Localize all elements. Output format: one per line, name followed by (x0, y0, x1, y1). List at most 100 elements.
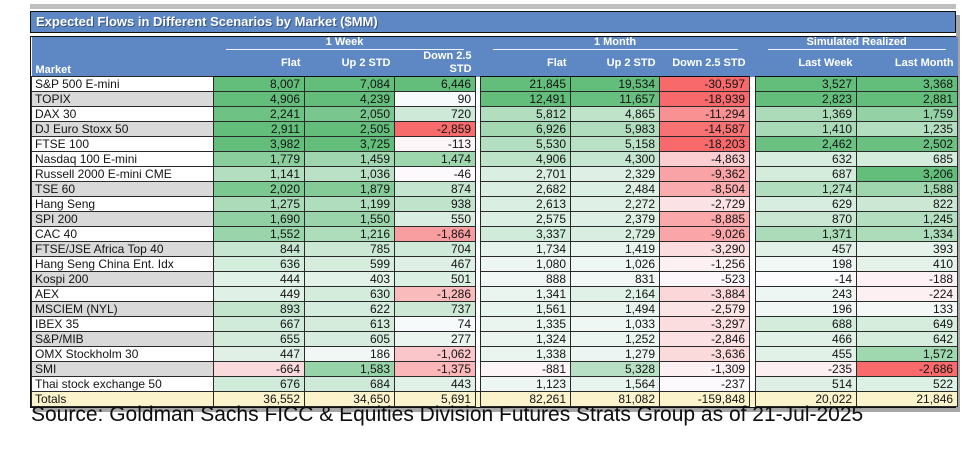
value-cell: -18,939 (659, 91, 751, 107)
table-row: SPI 200 1,690 1,550 550 2,575 2,379 -8,885 870 1… (31, 211, 959, 227)
table-wrapper: Market 1 Week 1 Month Simulated Realized Fla… (30, 36, 959, 408)
market-cell: CAC 40 (31, 226, 214, 242)
source-note: Source: Goldman Sachs FICC & Equities Di… (31, 403, 864, 426)
market-cell: Nasdaq 100 E-mini (31, 151, 214, 167)
table-row: Nasdaq 100 E-mini 1,779 1,459 1,474 4,906 4,3… (31, 151, 959, 167)
value-cell: -3,297 (659, 316, 751, 332)
value-cell: -30,597 (659, 76, 751, 92)
value-cell: -1,375 (393, 361, 477, 377)
value-cell: -237 (659, 376, 751, 392)
value-cell: 5,328 (570, 361, 661, 377)
market-cell: Hang Seng China Ent. Idx (31, 256, 214, 272)
value-cell: -9,362 (659, 166, 751, 182)
group-gap (475, 37, 481, 77)
value-cell: 1,779 (213, 151, 305, 167)
value-cell: 6,926 (480, 121, 572, 137)
value-cell: 2,881 (856, 91, 959, 107)
value-cell: -14 (755, 271, 858, 287)
value-cell: 2,823 (755, 91, 858, 107)
totals-label: Totals (31, 391, 214, 407)
value-cell: 1,371 (755, 226, 858, 242)
value-cell: 501 (393, 271, 477, 287)
value-cell: -1,309 (659, 361, 751, 377)
value-cell: 1,279 (570, 346, 661, 362)
table-row: Hang Seng 1,275 1,199 938 2,613 2,272 -2,729 62… (31, 196, 959, 212)
totals-value-cell: -159,848 (659, 391, 751, 407)
value-cell: 1,552 (213, 226, 305, 242)
value-cell: -3,884 (659, 286, 751, 302)
value-cell: 4,906 (213, 91, 305, 107)
value-cell: 655 (213, 331, 305, 347)
value-cell: 1,494 (570, 301, 661, 317)
value-cell: 8,007 (213, 76, 305, 92)
market-cell: SMI (31, 361, 214, 377)
value-cell: 443 (393, 376, 477, 392)
column-header-up-2-std: Up 2 STD (570, 50, 660, 77)
market-cell: FTSE/JSE Africa Top 40 (31, 241, 214, 257)
value-cell: -14,587 (659, 121, 751, 137)
value-cell: 720 (393, 106, 477, 122)
value-cell: 1,474 (393, 151, 477, 167)
value-cell: 5,530 (480, 136, 572, 152)
value-cell: 2,505 (304, 121, 395, 137)
totals-value-cell: 81,082 (570, 391, 661, 407)
value-cell: 133 (856, 301, 959, 317)
table-row: DJ Euro Stoxx 50 2,911 2,505 -2,859 6,926 5,9… (31, 121, 959, 137)
value-cell: 1,410 (755, 121, 858, 137)
value-cell: 5,812 (480, 106, 572, 122)
value-cell: 844 (213, 241, 305, 257)
group-label: 1 Week (225, 37, 464, 50)
value-cell: 2,462 (755, 136, 858, 152)
value-cell: 186 (304, 346, 395, 362)
value-cell: 888 (480, 271, 572, 287)
value-cell: 457 (755, 241, 858, 257)
table-header: Market 1 Week 1 Month Simulated Realized Fla… (31, 37, 958, 77)
value-cell: 676 (213, 376, 305, 392)
value-cell: 449 (213, 286, 305, 302)
value-cell: 1,141 (213, 166, 305, 182)
value-cell: 466 (755, 331, 858, 347)
group-header-1-week: 1 Week (213, 37, 476, 50)
value-cell: 198 (755, 256, 858, 272)
value-cell: 613 (304, 316, 395, 332)
market-cell: Thai stock exchange 50 (31, 376, 214, 392)
market-cell: DAX 30 (31, 106, 214, 122)
value-cell: 2,502 (856, 136, 959, 152)
flows-table-block: Expected Flows in Different Scenarios by… (30, 11, 959, 408)
value-cell: 1,274 (755, 181, 858, 197)
value-cell: 1,690 (213, 211, 305, 227)
value-cell: 3,725 (304, 136, 395, 152)
value-cell: 2,164 (570, 286, 661, 302)
table-row: FTSE/JSE Africa Top 40 844 785 704 1,734 1,41… (31, 241, 959, 257)
value-cell: 3,527 (755, 76, 858, 92)
value-cell: 870 (755, 211, 858, 227)
value-cell: 1,216 (304, 226, 395, 242)
value-cell: -2,859 (393, 121, 477, 137)
totals-value-cell: 20,022 (755, 391, 858, 407)
value-cell: 1,275 (213, 196, 305, 212)
market-cell: AEX (31, 286, 214, 302)
value-cell: 1,335 (480, 316, 572, 332)
value-cell: -9,026 (659, 226, 751, 242)
value-cell: 2,241 (213, 106, 305, 122)
market-cell: Russell 2000 E-mini CME (31, 166, 214, 182)
value-cell: 642 (856, 331, 959, 347)
value-cell: 831 (570, 271, 661, 287)
value-cell: 1,561 (480, 301, 572, 317)
value-cell: 1,123 (480, 376, 572, 392)
value-cell: 1,324 (480, 331, 572, 347)
value-cell: -8,885 (659, 211, 751, 227)
value-cell: 447 (213, 346, 305, 362)
value-cell: -11,294 (659, 106, 751, 122)
value-cell: 649 (856, 316, 959, 332)
market-cell: SPI 200 (31, 211, 214, 227)
value-cell: 467 (393, 256, 477, 272)
table-row: AEX 449 630 -1,286 1,341 2,164 -3,884 243 -224 (31, 286, 959, 302)
value-cell: 4,906 (480, 151, 572, 167)
value-cell: 2,682 (480, 181, 572, 197)
value-cell: 1,759 (856, 106, 959, 122)
value-cell: -4,863 (659, 151, 751, 167)
value-cell: 2,272 (570, 196, 661, 212)
value-cell: 4,300 (570, 151, 661, 167)
value-cell: 1,550 (304, 211, 395, 227)
